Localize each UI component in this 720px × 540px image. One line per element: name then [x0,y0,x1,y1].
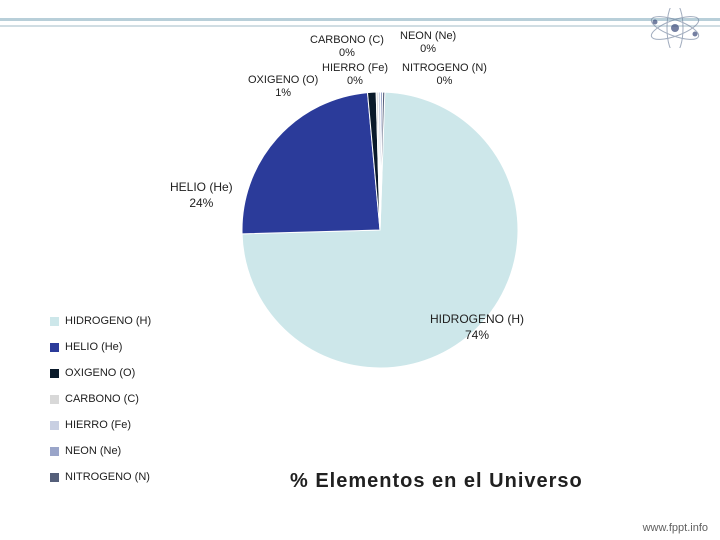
legend-item: HIDROGENO (H) [50,315,151,327]
label-carbono: CARBONO (C)0% [310,34,384,60]
legend-swatch [50,343,59,352]
header-rule [0,18,720,21]
chart-area: CARBONO (C)0% NEON (Ne)0% HIERRO (Fe)0% … [40,30,680,510]
label-neon: NEON (Ne)0% [400,30,456,56]
legend-swatch [50,473,59,482]
legend-swatch [50,447,59,456]
legend: HIDROGENO (H) HELIO (He) OXIGENO (O) CARBON… [50,315,151,497]
legend-swatch [50,395,59,404]
legend-label: NITROGENO (N) [65,471,150,483]
label-nitrogeno: NITROGENO (N)0% [402,62,487,88]
legend-item: OXIGENO (O) [50,367,151,379]
legend-item: CARBONO (C) [50,393,151,405]
legend-label: HIDROGENO (H) [65,315,151,327]
legend-item: HELIO (He) [50,341,151,353]
legend-label: HIERRO (Fe) [65,419,131,431]
label-oxigeno: OXIGENO (O)1% [248,74,318,100]
label-helio: HELIO (He)24% [170,180,233,211]
legend-label: HELIO (He) [65,341,122,353]
legend-swatch [50,317,59,326]
label-hierro: HIERRO (Fe)0% [322,62,388,88]
legend-swatch [50,369,59,378]
legend-label: CARBONO (C) [65,393,139,405]
label-hidrogeno: HIDROGENO (H)74% [430,312,524,343]
legend-item: HIERRO (Fe) [50,419,151,431]
legend-item: NITROGENO (N) [50,471,151,483]
legend-swatch [50,421,59,430]
legend-item: NEON (Ne) [50,445,151,457]
legend-label: NEON (Ne) [65,445,121,457]
legend-label: OXIGENO (O) [65,367,135,379]
header-rule-2 [0,25,720,27]
chart-title: % Elementos en el Universo [290,470,583,493]
footer-link[interactable]: www.fppt.info [643,522,708,534]
